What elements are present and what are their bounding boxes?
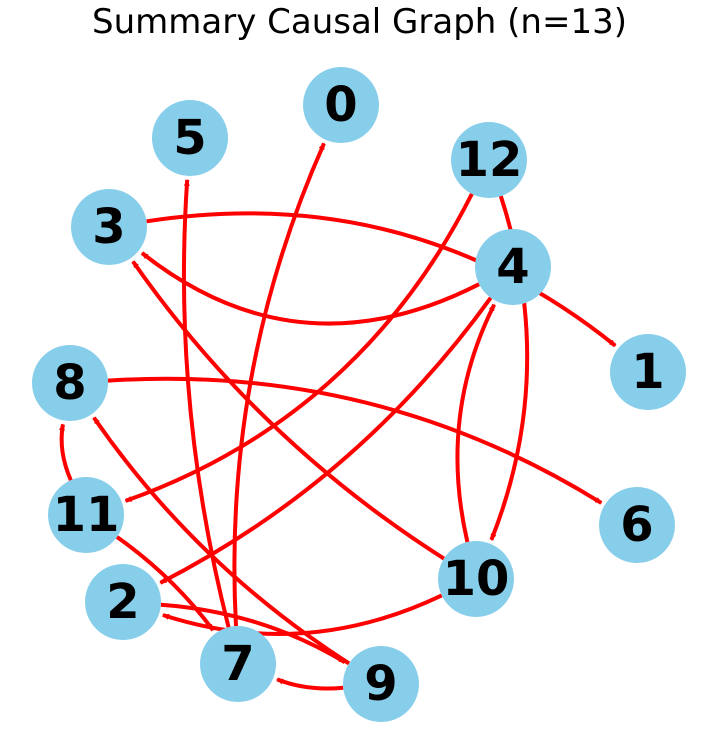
node-9-circle: [343, 646, 419, 722]
node-1-label: 1: [631, 344, 664, 400]
node-7: 7: [200, 626, 276, 702]
node-10-circle: [438, 541, 514, 617]
node-8: 8: [32, 345, 108, 421]
edge-10-to-4: [455, 303, 496, 543]
edge-4-to-3: [140, 251, 481, 326]
node-3: 3: [71, 189, 147, 265]
node-4-label: 4: [496, 239, 529, 295]
edge-12-to-11: [124, 192, 474, 503]
node-4-circle: [475, 229, 551, 305]
node-2-label: 2: [106, 574, 139, 630]
edge-9-to-8: [92, 416, 351, 666]
node-6-label: 6: [620, 497, 653, 553]
node-6-circle: [599, 487, 675, 563]
node-0-label: 0: [324, 77, 357, 133]
edge-10-to-3: [131, 260, 445, 561]
node-4: 4: [475, 229, 551, 305]
node-1-circle: [610, 334, 686, 410]
edge-11-to-7: [115, 535, 215, 632]
node-10: 10: [438, 541, 514, 617]
edge-7-to-0: [232, 142, 326, 627]
edges: [58, 142, 617, 691]
node-11: 11: [48, 477, 124, 553]
edge-2-to-9: [160, 602, 347, 665]
edge-11-to-8: [58, 423, 73, 482]
edge-10-to-2: [161, 593, 443, 636]
node-7-circle: [200, 626, 276, 702]
node-5-circle: [152, 100, 228, 176]
node-12-label: 12: [456, 132, 523, 188]
node-6: 6: [599, 487, 675, 563]
node-10-label: 10: [443, 551, 510, 607]
node-7-label: 7: [221, 636, 254, 692]
edge-8-to-6: [107, 376, 603, 505]
node-5-label: 5: [173, 110, 206, 166]
node-2-circle: [85, 564, 161, 640]
node-0: 0: [303, 67, 379, 143]
node-5: 5: [152, 100, 228, 176]
node-11-label: 11: [53, 487, 120, 543]
node-9-label: 9: [364, 656, 397, 712]
node-0-circle: [303, 67, 379, 143]
node-3-label: 3: [92, 199, 125, 255]
graph-title: Summary Causal Graph (n=13): [92, 2, 627, 42]
edge-7-to-5: [181, 178, 231, 628]
node-12: 12: [451, 122, 527, 198]
node-1: 1: [610, 334, 686, 410]
edge-9-to-7: [276, 677, 344, 691]
edge-3-to-1: [146, 211, 617, 348]
node-12-circle: [451, 122, 527, 198]
node-8-label: 8: [53, 355, 86, 411]
node-3-circle: [71, 189, 147, 265]
node-11-circle: [48, 477, 124, 553]
node-9: 9: [343, 646, 419, 722]
node-2: 2: [85, 564, 161, 640]
node-8-circle: [32, 345, 108, 421]
